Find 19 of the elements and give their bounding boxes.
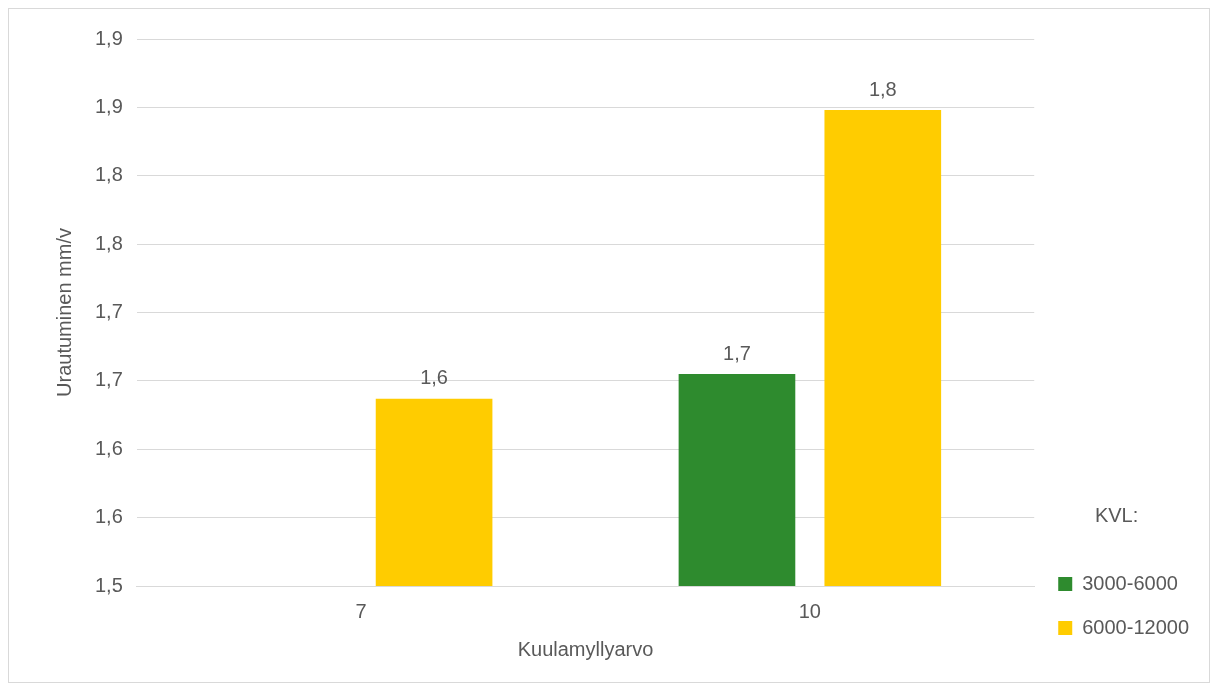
y-tick-label: 1,6 bbox=[94, 436, 123, 459]
y-axis-title: Urautuminen mm/v bbox=[52, 228, 75, 397]
y-tick-label: 1,6 bbox=[94, 505, 123, 528]
x-tick-label: 7 bbox=[355, 599, 367, 622]
legend-label: 3000-6000 bbox=[1082, 571, 1178, 594]
x-axis-title: Kuulamyllyarvo bbox=[517, 637, 654, 660]
y-tick-label: 1,9 bbox=[94, 26, 123, 49]
y-tick-label: 1,8 bbox=[94, 231, 123, 254]
data-label: 1,7 bbox=[723, 341, 751, 364]
data-label: 1,6 bbox=[420, 366, 448, 389]
y-tick-label: 1,5 bbox=[94, 573, 123, 596]
legend-label: 6000-12000 bbox=[1082, 615, 1190, 638]
y-tick-label: 1,9 bbox=[94, 94, 123, 117]
data-label: 1,8 bbox=[868, 77, 897, 100]
y-tick-label: 1,8 bbox=[94, 163, 123, 186]
y-tick-label: 1,7 bbox=[94, 300, 123, 323]
y-tick-label: 1,7 bbox=[94, 368, 123, 391]
x-tick-label: 10 bbox=[798, 599, 821, 622]
legend-title: KVL: bbox=[1094, 503, 1139, 526]
